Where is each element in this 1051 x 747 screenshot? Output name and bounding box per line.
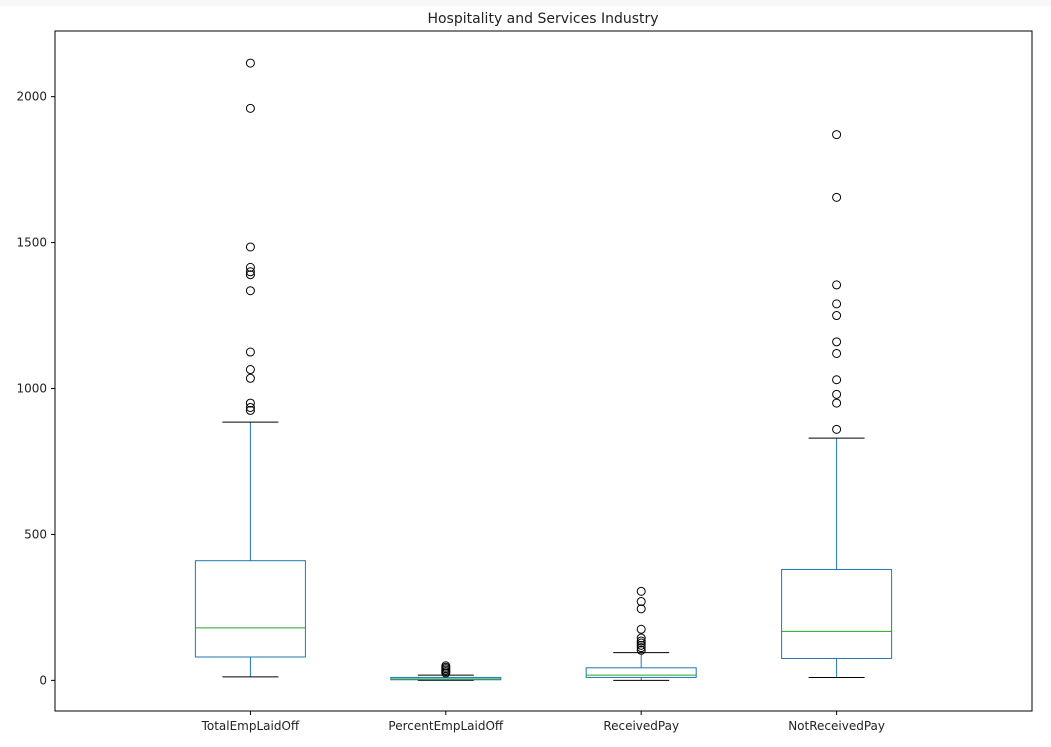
outlier-point	[636, 636, 646, 646]
outlier-point	[832, 424, 842, 434]
x-tick-label: NotReceivedPay	[788, 719, 885, 733]
outlier-point	[441, 661, 451, 671]
outlier-point	[245, 270, 255, 280]
x-axis: TotalEmpLaidOff PercentEmpLaidOff Received…	[201, 711, 885, 733]
outlier-point	[636, 645, 646, 655]
y-tick-label: 2000	[16, 90, 47, 104]
outlier-point	[832, 398, 842, 408]
iqr-box	[585, 667, 697, 678]
box-group	[390, 661, 502, 681]
boxes-layer	[194, 58, 893, 681]
outlier-point	[636, 604, 646, 614]
x-tick-label: PercentEmpLaidOff	[388, 719, 503, 733]
outlier-point	[245, 365, 255, 375]
y-tick-label: 1000	[16, 382, 47, 396]
x-tick-label: TotalEmpLaidOff	[201, 719, 300, 733]
outlier-point	[636, 643, 646, 653]
plot-area-frame	[54, 30, 1033, 712]
outlier-point	[245, 402, 255, 412]
iqr-box	[194, 560, 306, 658]
outlier-point	[832, 130, 842, 140]
outlier-point	[636, 586, 646, 596]
outlier-point	[832, 389, 842, 399]
outlier-point	[245, 103, 255, 113]
outlier-point	[636, 640, 646, 650]
outlier-point	[636, 633, 646, 643]
outlier-point	[832, 348, 842, 358]
outlier-point	[245, 347, 255, 357]
chart-title: Hospitality and Services Industry	[427, 11, 658, 27]
outlier-point	[245, 398, 255, 408]
x-tick-label: ReceivedPay	[603, 719, 679, 733]
box-group	[781, 130, 893, 678]
y-tick-label: 500	[24, 527, 47, 541]
outlier-point	[245, 58, 255, 68]
box-group	[585, 586, 697, 681]
outlier-point	[832, 311, 842, 321]
outlier-point	[832, 299, 842, 309]
iqr-box	[781, 568, 893, 659]
outlier-point	[245, 262, 255, 272]
outlier-point	[636, 624, 646, 634]
outlier-point	[832, 280, 842, 290]
outlier-point	[832, 192, 842, 202]
outlier-point	[245, 373, 255, 383]
outlier-point	[636, 597, 646, 607]
outlier-point	[832, 337, 842, 347]
outlier-point	[245, 405, 255, 415]
y-tick-label: 0	[39, 673, 47, 687]
box-group	[194, 58, 306, 678]
outlier-point	[245, 267, 255, 277]
outlier-point	[245, 286, 255, 296]
y-tick-label: 1500	[16, 236, 47, 250]
y-axis: 0 500 1000 1500 2000	[16, 90, 55, 687]
top-strip	[0, 0, 1051, 6]
outlier-point	[245, 242, 255, 252]
outlier-point	[832, 375, 842, 385]
